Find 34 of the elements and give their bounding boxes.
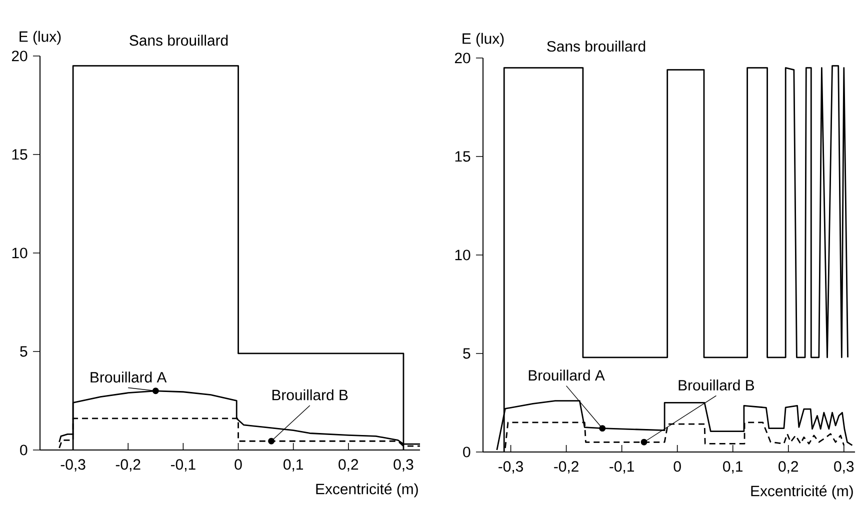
- x-tick-label: 0,3: [834, 461, 854, 474]
- y-tick-label: 20: [12, 50, 28, 62]
- y-tick-label: 0: [20, 444, 28, 456]
- x-tick-label: 0: [674, 461, 681, 472]
- series-label: Brouillard A: [90, 372, 167, 383]
- x-tick-label: 0,2: [778, 461, 798, 474]
- y-axis-title: E (lux): [462, 32, 504, 47]
- y-tick-label: 20: [454, 52, 470, 64]
- series-label: Sans brouillard: [547, 40, 646, 52]
- x-axis-title: Excentricité (m): [751, 485, 853, 500]
- y-tick-label: 10: [455, 250, 470, 260]
- x-tick-label: 0: [234, 459, 242, 470]
- x-tick-label: 0,1: [284, 459, 303, 472]
- x-tick-label: -0,2: [116, 459, 140, 472]
- text: Brouillard B: [678, 380, 754, 390]
- x-tick-label: -0,3: [498, 461, 523, 474]
- x-tick-label: 0,3: [394, 459, 414, 472]
- x-tick-label: -0,2: [554, 461, 578, 474]
- y-tick-label: 10: [12, 248, 28, 258]
- x-axis-title: Excentricité (m): [316, 483, 418, 498]
- series-label: Brouillard A: [528, 370, 605, 381]
- y-tick-label: 15: [455, 151, 470, 162]
- x-tick-label: -0,3: [60, 459, 86, 472]
- y-tick-label: 5: [20, 346, 28, 357]
- x-tick-label: -0,1: [610, 461, 634, 474]
- text: Brouillard B: [272, 389, 348, 400]
- x-tick-label: -0,1: [170, 459, 196, 472]
- y-tick-label: 0: [463, 446, 470, 458]
- y-tick-label: 5: [463, 348, 470, 359]
- y-tick-label: 15: [12, 149, 28, 160]
- x-tick-label: 0,2: [338, 459, 358, 472]
- x-tick-label: 0,1: [723, 461, 743, 474]
- y-axis-title: E (lux): [20, 30, 61, 45]
- series-label: Sans brouillard: [130, 34, 228, 46]
